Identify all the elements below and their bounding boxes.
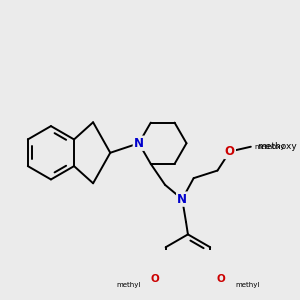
Text: N: N	[177, 193, 187, 206]
Text: methoxy: methoxy	[257, 142, 297, 151]
Text: methoxy: methoxy	[255, 144, 285, 150]
Text: N: N	[134, 137, 144, 150]
Text: methyl: methyl	[116, 282, 140, 288]
Text: methyl: methyl	[236, 282, 260, 288]
Text: O: O	[151, 274, 159, 284]
Text: O: O	[217, 274, 225, 284]
Text: O: O	[225, 145, 235, 158]
